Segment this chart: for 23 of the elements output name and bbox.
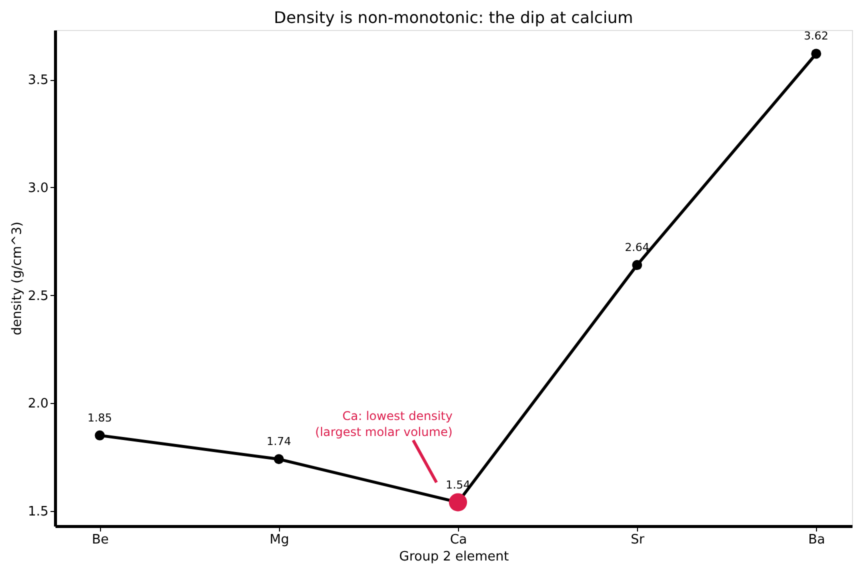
point [274,454,284,464]
x-axis-title: Group 2 element [399,550,509,564]
data-label: 2.64 [624,241,650,254]
y-tick-label: 1.5 [28,504,48,520]
data-label: 1.74 [266,435,292,448]
x-tick-label: Ba [808,532,826,548]
chart-title: Density is non-monotonic: the dip at calcium [274,8,634,27]
y-tick-label: 2.0 [28,396,48,412]
x-tick-label: Sr [630,532,646,548]
data-label: 1.85 [88,411,112,424]
y-axis-title: density (g/cm^3) [10,222,25,336]
annotation: Ca: lowest density (largest molar volume) [315,408,453,439]
y-tick-label: 2.5 [28,288,48,304]
point [94,430,105,440]
y-tick-label: 3.0 [28,180,48,196]
x-tick-label: Ca [450,532,467,548]
point [632,260,642,270]
data-label: 3.62 [804,30,828,43]
x-tick-label: Be [92,532,109,548]
y-tick-label: 3.5 [28,73,48,88]
point [811,48,822,59]
data-label: 1.54 [446,478,470,492]
x-tick-label: Mg [270,532,290,548]
